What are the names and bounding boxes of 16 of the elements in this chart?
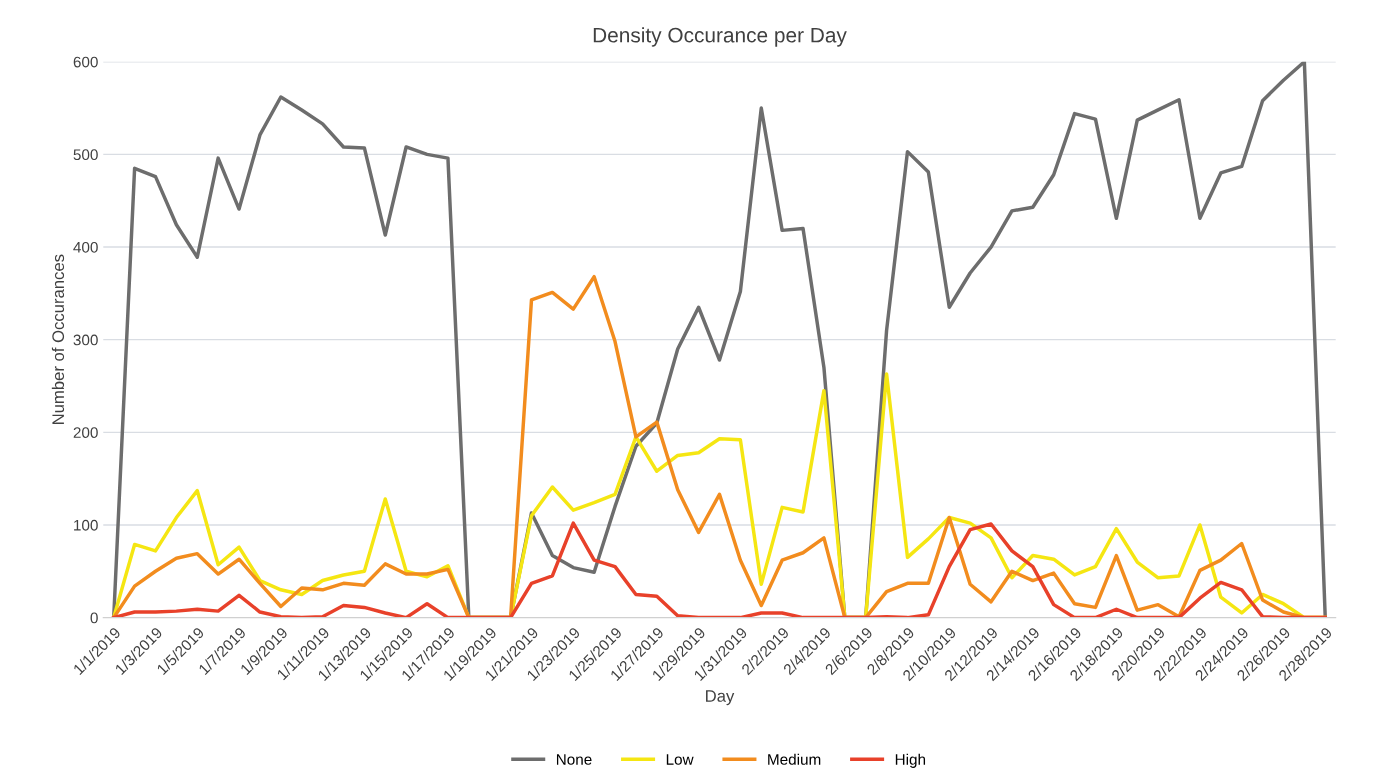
line-series: [111, 61, 1327, 618]
y-tick-label: 400: [73, 241, 98, 253]
legend-label: Medium: [768, 753, 821, 765]
legend-label: Low: [666, 754, 694, 765]
legend-label: High: [895, 753, 926, 768]
y-axis-title: Number of Occurances: [51, 254, 65, 424]
line-series: [111, 521, 1327, 618]
chart-title: Density Occurance per Day: [593, 27, 847, 47]
y-tick-label: 100: [74, 519, 98, 531]
y-tick-label: 500: [73, 149, 98, 161]
y-tick-label: 600: [73, 56, 98, 68]
x-axis-title: Day: [706, 690, 735, 706]
y-tick-label: 200: [73, 427, 98, 439]
legend-label: None: [556, 754, 592, 765]
y-tick-label: 300: [73, 334, 98, 346]
y-tick-label: 0: [90, 612, 98, 624]
